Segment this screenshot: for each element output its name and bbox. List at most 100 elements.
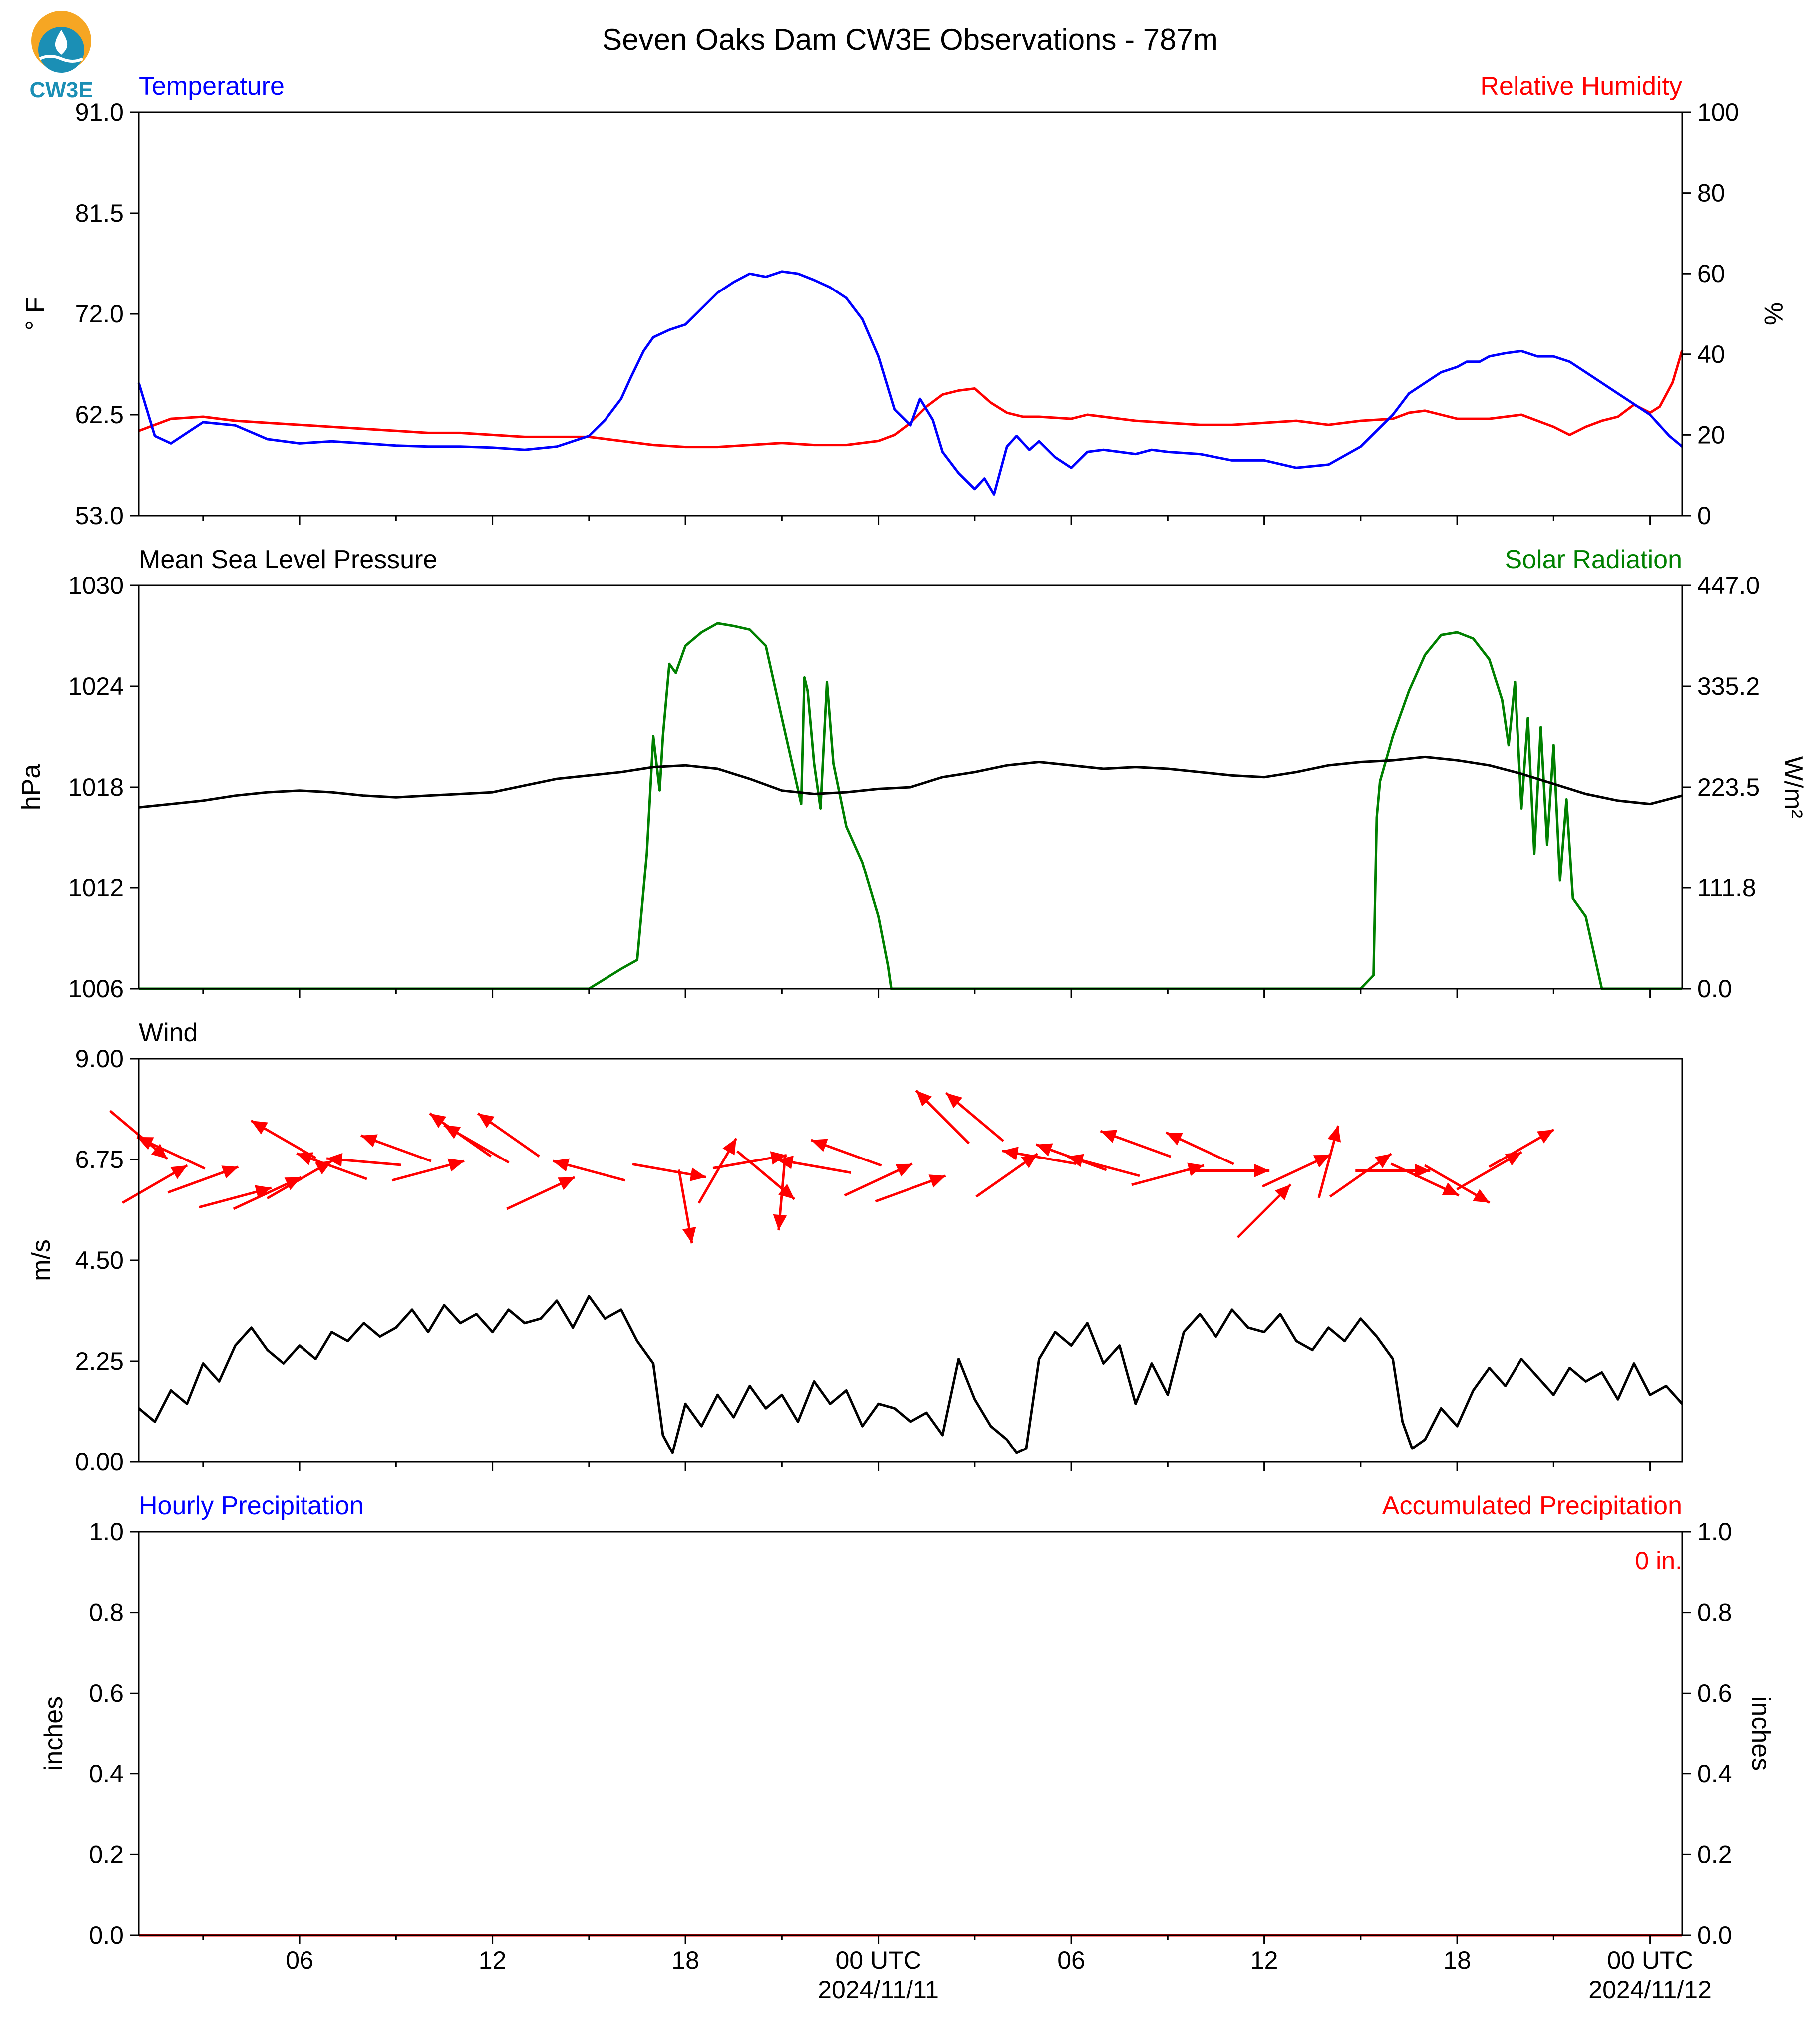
temperature-title: Temperature [139,72,285,101]
y-tick-label-right: 0.6 [1697,1679,1732,1707]
panel-wind: Wind m/s 0.00 2.25 4.50 6.75 9.00 [27,1018,1683,1476]
y-tick-label-left: 1006 [68,975,124,1003]
humidity-title: Relative Humidity [1480,72,1682,101]
y-tick-label-left: 0.2 [89,1840,124,1868]
humidity-y-label: % [1759,302,1788,325]
wind-arrow-head [360,1134,378,1148]
panel-precipitation: Hourly Precipitation Accumulated Precipi… [39,1491,1775,1949]
wind-arrow-head [1537,1130,1554,1144]
temperature-axis-ticks: 53.0 62.5 72.0 81.5 91.0 0 20 40 60 80 100 [75,98,1739,530]
wind-arrow-head [1002,1147,1019,1160]
temperature-series-line [137,270,1683,496]
wind-arrow-head [1067,1154,1084,1167]
x-tick-label: 06 [1057,1946,1085,1974]
x-tick-date-label: 2024/11/12 [1588,1976,1712,2004]
y-tick-label-right: 111.8 [1697,874,1756,902]
wind-speed-series-line [138,1295,1683,1454]
pressure-plot-area [138,622,1683,990]
wind-arrow-head [1313,1155,1330,1168]
wind-axis-ticks: 0.00 2.25 4.50 6.75 9.00 [75,1045,1651,1476]
x-tick-label: 00 UTC [835,1946,921,1974]
wind-arrow-head [1036,1143,1053,1157]
panel-pressure: Mean Sea Level Pressure Solar Radiation … [17,545,1808,1003]
y-tick-label-left: 0.0 [89,1921,124,1949]
y-tick-label-left: 9.00 [75,1045,124,1073]
wind-arrow-head [137,1137,154,1150]
cw3e-logo: CW3E [29,11,93,102]
accum-precip-total: 0 in. [1635,1547,1682,1575]
y-tick-label-right: 223.5 [1697,773,1760,801]
wind-arrow-head [1442,1182,1459,1196]
wind-arrow-head [297,1152,313,1165]
wind-plot-area [109,1089,1683,1454]
wind-arrow-head [170,1165,188,1179]
wind-panel-frame [138,1058,1683,1463]
wind-arrow-head [255,1185,272,1199]
y-tick-label-left: 53.0 [75,502,124,530]
wind-arrow-head [689,1167,706,1181]
wind-arrow-head [221,1165,239,1179]
y-tick-label-left: 1.0 [89,1518,124,1546]
precip-left-y-label: inches [39,1696,68,1771]
y-tick-label-left: 0.4 [89,1760,124,1788]
y-tick-label-right: 447.0 [1697,572,1760,599]
precipitation-axis-ticks: 0.0 0.2 0.4 0.6 0.8 1.0 0.0 0.2 0.4 0.6 0.8 1.0 [89,1518,1732,1949]
y-tick-label-left: 0.6 [89,1679,124,1707]
wind-arrow-head [928,1174,946,1188]
y-tick-label-right: 1.0 [1697,1518,1732,1546]
y-tick-label-right: 60 [1697,260,1725,288]
wind-arrow-head [553,1158,570,1172]
precipitation-panel-frame [138,1531,1683,1936]
wind-arrow-head [777,1156,794,1169]
y-tick-label-left: 2.25 [75,1347,124,1375]
wind-arrow-head [1166,1132,1183,1146]
wind-arrow-head [682,1227,696,1244]
logo-wave-icon [39,55,84,63]
wind-arrow-head [1415,1163,1431,1178]
precip-right-y-label: inches [1746,1696,1775,1771]
y-tick-label-right: 335.2 [1697,672,1760,700]
wind-arrow-head [916,1090,932,1107]
pressure-y-label: hPa [17,764,46,811]
y-tick-label-left: 1024 [68,672,124,700]
x-tick-label: 06 [286,1946,313,1974]
panel-temperature: Temperature Relative Humidity ° F % 53.0… [21,72,1788,530]
y-tick-label-left: 72.0 [75,300,124,328]
pressure-axis-ticks: 1006 1012 1018 1024 1030 0.0 111.8 223.5 335.2 44… [68,572,1760,1003]
wind-arrow-head [1274,1184,1291,1200]
wind-arrow-head [895,1163,912,1177]
y-tick-label-left: 1030 [68,572,124,599]
y-tick-label-right: 100 [1697,98,1739,126]
y-tick-label-right: 0.8 [1697,1599,1732,1627]
y-tick-label-right: 0.0 [1697,975,1732,1003]
wind-arrow-head [1100,1130,1118,1143]
x-tick-label: 12 [1250,1946,1278,1974]
y-tick-label-left: 1018 [68,773,124,801]
y-tick-label-left: 0.8 [89,1599,124,1627]
wind-arrow-head [151,1144,168,1159]
y-tick-label-left: 1012 [68,874,124,902]
y-tick-label-right: 40 [1697,340,1725,368]
x-tick-label: 12 [479,1946,507,1974]
wind-title: Wind [139,1018,198,1047]
wind-arrow-head [1473,1189,1490,1203]
y-tick-label-right: 20 [1697,421,1725,449]
temperature-panel-frame [138,111,1683,517]
wind-arrow-head [946,1093,963,1109]
solar-radiation-series-line [139,622,1682,990]
solar-y-label: W/m² [1779,756,1808,818]
wind-arrow-head [1327,1126,1341,1143]
wind-arrow-head [558,1177,575,1190]
wind-arrow-head [1254,1163,1270,1178]
pressure-series-line [138,755,1683,809]
x-tick-date-label: 2024/11/11 [818,1976,939,2004]
y-tick-label-left: 91.0 [75,98,124,126]
wind-y-label: m/s [27,1239,56,1281]
wind-arrow-head [1374,1154,1392,1168]
hourly-precip-title: Hourly Precipitation [139,1491,364,1520]
x-tick-label: 18 [1443,1946,1471,1974]
solar-title: Solar Radiation [1505,545,1682,574]
wind-arrow-head [444,1125,461,1139]
